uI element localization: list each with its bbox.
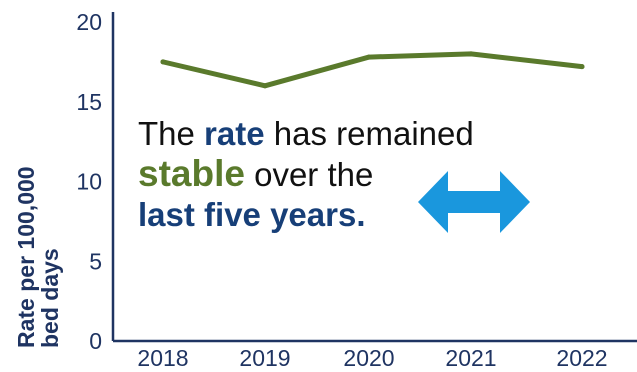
annotation-line-1: The rate has remained	[138, 114, 474, 154]
x-tick-label: 2021	[445, 345, 496, 371]
x-tick-label: 2022	[556, 345, 607, 371]
double-headed-arrow-icon	[418, 171, 530, 233]
y-tick-label: 10	[76, 169, 102, 195]
chart-annotation: The rate has remained stable over the la…	[138, 114, 474, 235]
annotation-text: has remained	[264, 115, 474, 152]
y-tick-label: 0	[89, 328, 102, 354]
annotation-text: The	[138, 115, 205, 152]
data-point	[262, 83, 268, 89]
annotation-stable: stable	[138, 153, 245, 194]
x-tick-label: 2020	[343, 345, 394, 371]
y-tick-label: 5	[89, 248, 102, 274]
x-tick-label: 2018	[137, 345, 188, 371]
annotation-text: over the	[244, 156, 374, 193]
y-tick-label: 20	[76, 9, 102, 35]
y-axis-label-line-2: bed days	[37, 248, 63, 348]
annotation-five-years: last five years.	[138, 196, 366, 233]
data-point	[579, 64, 585, 70]
data-point	[160, 59, 166, 65]
annotation-line-3: last five years.	[138, 195, 474, 235]
y-tick-label: 15	[76, 89, 102, 115]
y-axis-label: Rate per 100,000 bed days	[13, 166, 63, 348]
series-line	[160, 51, 585, 89]
data-point	[366, 54, 372, 60]
data-point	[468, 51, 474, 57]
annotation-rate: rate	[204, 115, 265, 152]
x-tick-label: 2019	[239, 345, 290, 371]
annotation-line-2: stable over the	[138, 154, 474, 195]
y-axis-label-line-1: Rate per 100,000	[13, 166, 39, 348]
